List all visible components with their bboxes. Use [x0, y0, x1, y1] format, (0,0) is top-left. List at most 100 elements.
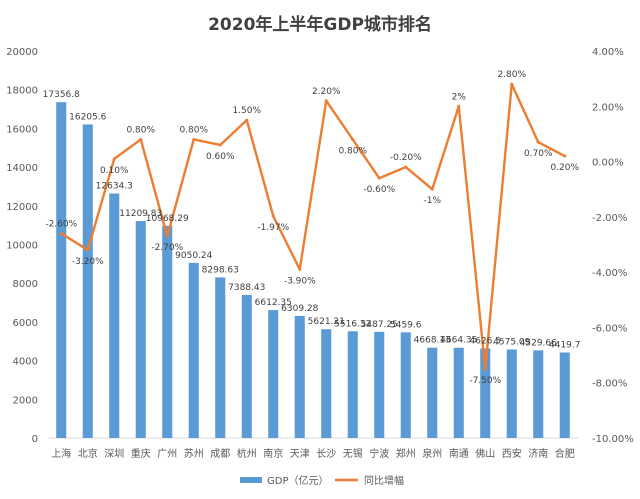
- line-point: [351, 137, 355, 141]
- y-left-tick-label: 8000: [13, 279, 38, 290]
- line-value-label: -2.70%: [151, 243, 183, 253]
- x-tick-label: 苏州: [184, 447, 204, 460]
- y-left-tick-label: 20000: [6, 47, 38, 58]
- bar: [135, 221, 146, 438]
- growth-line: [60, 82, 566, 371]
- bar-value-label: 5516.32: [334, 319, 371, 329]
- x-tick-label: 长沙: [316, 448, 336, 460]
- bar: [294, 315, 305, 438]
- line-value-label: 0.80%: [338, 146, 367, 156]
- axes: 0 2000 4000 6000 8000 10000 12000 14000 16000 180…: [6, 47, 634, 460]
- line-point: [404, 165, 408, 169]
- line-point: [377, 176, 381, 180]
- bar: [347, 331, 358, 438]
- bar: [559, 352, 570, 438]
- y-left-tick-label: 4000: [13, 357, 38, 368]
- bar-value-label: 4664.35: [440, 336, 477, 346]
- line-value-label: 2%: [452, 92, 467, 102]
- x-tick-label: 合肥: [555, 447, 575, 460]
- x-tick-label: 郑州: [396, 447, 416, 460]
- line-value-label: 2.20%: [312, 87, 341, 97]
- bar: [480, 348, 491, 438]
- y-left-tick-label: 16000: [6, 124, 38, 135]
- bar-value-label: 6309.28: [281, 304, 318, 314]
- bar-value-label: 11209.83: [119, 209, 162, 219]
- x-tick-label: 广州: [157, 448, 177, 460]
- line-value-label: -0.60%: [363, 185, 395, 195]
- bar-value-label: 16205.6: [69, 112, 106, 122]
- bar: [374, 331, 385, 438]
- line-value-label: -2.60%: [45, 219, 77, 229]
- y-right-tick-label: -10.00%: [592, 434, 634, 445]
- line-value-label: 0.10%: [100, 166, 129, 176]
- bar: [268, 310, 279, 438]
- x-tick-label: 济南: [528, 447, 548, 460]
- y-right-tick-label: -8.00%: [592, 379, 627, 390]
- bar: [188, 262, 199, 438]
- legend-gdp-swatch: [240, 477, 262, 483]
- x-tick-label: 西安: [502, 447, 522, 460]
- line-point: [86, 248, 90, 252]
- x-tick-label: 南京: [263, 447, 283, 460]
- line-value-label: 1.50%: [232, 106, 261, 116]
- bar-value-label: 4668.13: [414, 336, 451, 346]
- legend-growth-label: 同比增幅: [364, 474, 404, 487]
- line-point: [112, 157, 116, 161]
- bar-value-label: 5459.6: [390, 320, 422, 330]
- y-right-tick-label: -2.00%: [592, 213, 627, 224]
- bar-value-label: 4575.09: [493, 337, 530, 347]
- y-right-tick-label: 0.00%: [592, 158, 624, 169]
- line-point: [563, 154, 567, 158]
- y-left-tick-label: 6000: [13, 318, 38, 329]
- line-point: [59, 231, 63, 235]
- line-point: [218, 143, 222, 147]
- bar: [400, 332, 411, 438]
- bar-value-label: 8298.63: [202, 265, 239, 275]
- line-value-label: -0.20%: [390, 153, 422, 163]
- y-left-tick-label: 18000: [6, 86, 38, 97]
- x-tick-label: 天津: [290, 448, 310, 460]
- x-tick-label: 杭州: [237, 447, 257, 460]
- line-point: [298, 267, 302, 271]
- bar: [533, 350, 544, 438]
- y-right-tick-label: -4.00%: [592, 268, 627, 279]
- line-point: [510, 82, 514, 86]
- bar-value-label: 17356.8: [43, 90, 80, 100]
- bar-value-label: 4419.7: [549, 340, 581, 350]
- legend: GDP（亿元） 同比增幅: [240, 474, 404, 487]
- line-point: [165, 234, 169, 238]
- line-value-label: -1%: [423, 196, 441, 206]
- bar-series: [56, 102, 570, 439]
- bar: [321, 329, 332, 438]
- bar: [506, 349, 517, 438]
- bar: [82, 124, 93, 439]
- line-value-label: 0.80%: [179, 125, 208, 135]
- y-right-tick-label: 2.00%: [592, 102, 624, 113]
- x-tick-label: 泉州: [422, 447, 442, 460]
- x-tick-label: 重庆: [131, 447, 151, 460]
- line-value-label: 2.80%: [497, 70, 526, 80]
- y-right-tick-label: -6.00%: [592, 323, 627, 334]
- x-tick-label: 无锡: [343, 447, 363, 460]
- line-value-label: -7.50%: [469, 376, 501, 386]
- x-tick-label: 宁波: [369, 447, 389, 460]
- bar-value-label: 4626.5: [470, 336, 502, 346]
- y-left-tick-label: 12000: [6, 202, 38, 213]
- line-point: [483, 367, 487, 371]
- x-tick-label: 成都: [210, 448, 230, 460]
- line-point: [324, 99, 328, 103]
- line-point: [271, 214, 275, 218]
- line-value-label: -3.90%: [284, 276, 316, 286]
- bar: [241, 295, 252, 438]
- y-left-tick-label: 0: [32, 434, 38, 445]
- bar: [427, 347, 438, 438]
- bar-value-label: 6612.35: [255, 298, 292, 308]
- x-tick-label: 北京: [78, 447, 98, 460]
- bar-value-label: 4529.66: [520, 338, 557, 348]
- bar-value-label: 5487.25: [361, 320, 398, 330]
- line-value-label: 0.80%: [126, 125, 155, 135]
- bar-value-label: 12634.3: [96, 182, 133, 192]
- line-point: [245, 118, 249, 122]
